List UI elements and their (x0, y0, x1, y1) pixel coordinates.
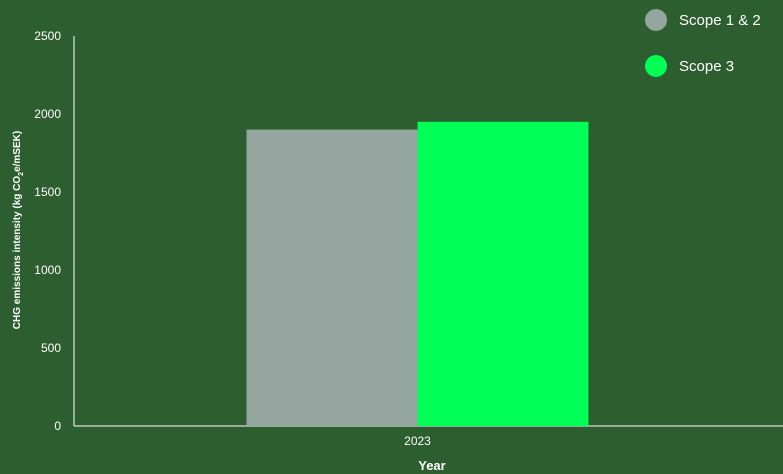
x-ticks: 2023 (404, 434, 431, 448)
y-tick-label: 2000 (34, 107, 61, 121)
y-axis-title-suffix: e/mSEK) (12, 131, 23, 172)
bar (246, 129, 418, 426)
y-tick-label: 1500 (34, 185, 61, 199)
y-axis-title-prefix: CHG emissions intensity (kg CO (12, 176, 23, 330)
y-axis: 0 500 1000 1500 2000 2500 (34, 29, 75, 433)
bar (417, 121, 589, 427)
legend-marker (645, 9, 667, 31)
legend-label: Scope 3 (679, 58, 734, 75)
y-ticks: 0 500 1000 1500 2000 2500 (34, 29, 61, 433)
y-axis-title-subscript: 2 (18, 172, 25, 176)
y-tick-label: 1000 (34, 263, 61, 277)
x-axis-title: Year (418, 458, 445, 473)
legend-marker (645, 55, 667, 77)
bars (246, 121, 589, 427)
y-tick-label: 2500 (34, 29, 61, 43)
y-tick-label: 0 (54, 419, 61, 433)
legend: Scope 1 & 2 Scope 3 (645, 9, 761, 77)
x-tick-label: 2023 (404, 434, 431, 448)
y-tick-label: 500 (41, 341, 61, 355)
y-axis-title: CHG emissions intensity (kg CO2e/mSEK) (12, 131, 25, 329)
x-axis: 2023 (74, 425, 783, 448)
legend-label: Scope 1 & 2 (679, 12, 761, 29)
